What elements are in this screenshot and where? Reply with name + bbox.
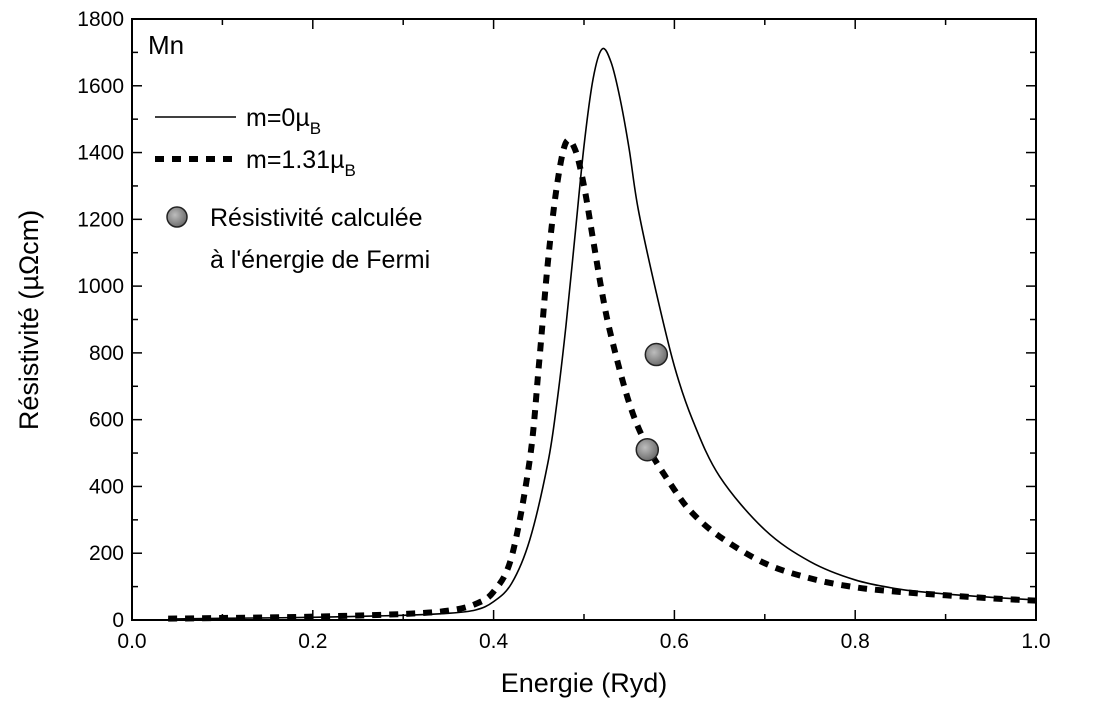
series-line-m0	[168, 47, 1037, 620]
series-line-m131	[168, 136, 1037, 622]
x-axis-title: Energie (Ryd)	[501, 668, 668, 698]
x-tick-label: 0.6	[660, 630, 689, 653]
x-tick-label: 0.2	[298, 630, 327, 653]
series-layer	[168, 47, 1037, 622]
y-tick-label: 200	[89, 542, 124, 565]
marker-layer	[635, 342, 669, 462]
legend-label-marker-line2: à l'énergie de Fermi	[210, 246, 430, 274]
fermi-point-marker	[635, 437, 660, 462]
y-tick-label: 1000	[77, 275, 124, 298]
x-tick-label: 0.4	[479, 630, 509, 653]
x-tick-label: 0.0	[117, 630, 146, 653]
y-tick-label: 1800	[77, 8, 124, 31]
y-tick-label: 400	[89, 475, 124, 498]
legend-label-m131: m=1.31µB	[246, 146, 356, 180]
legend-label-marker-line1: Résistivité calculée	[210, 204, 423, 232]
y-tick-label: 0	[112, 609, 124, 632]
panel-label: Mn	[148, 30, 184, 60]
x-tick-label: 1.0	[1021, 630, 1050, 653]
x-axis-ticks: 0.0 0.2 0.4 0.6 0.8 1.0	[117, 19, 1051, 653]
y-tick-label: 1600	[77, 75, 124, 98]
y-tick-label: 600	[89, 409, 124, 432]
y-tick-label: 800	[89, 342, 124, 365]
x-tick-label: 0.8	[841, 630, 870, 653]
legend-label-m131-subscript: B	[345, 161, 356, 180]
fermi-point-marker	[644, 342, 669, 367]
legend-label-m0-subscript: B	[310, 119, 321, 138]
y-tick-label: 1400	[77, 142, 124, 165]
legend-marker-swatch	[166, 206, 188, 228]
y-axis-title: Résistivité (µΩcm)	[14, 210, 44, 430]
legend-label-m0: m=0µB	[246, 104, 321, 138]
y-tick-label: 1200	[77, 208, 124, 231]
y-axis-ticks: 0 200 400 600 800 1000 1200 1400 1600 1800	[77, 8, 1036, 632]
legend: m=0µB m=1.31µB Résistivité calculée à l'…	[155, 104, 430, 274]
